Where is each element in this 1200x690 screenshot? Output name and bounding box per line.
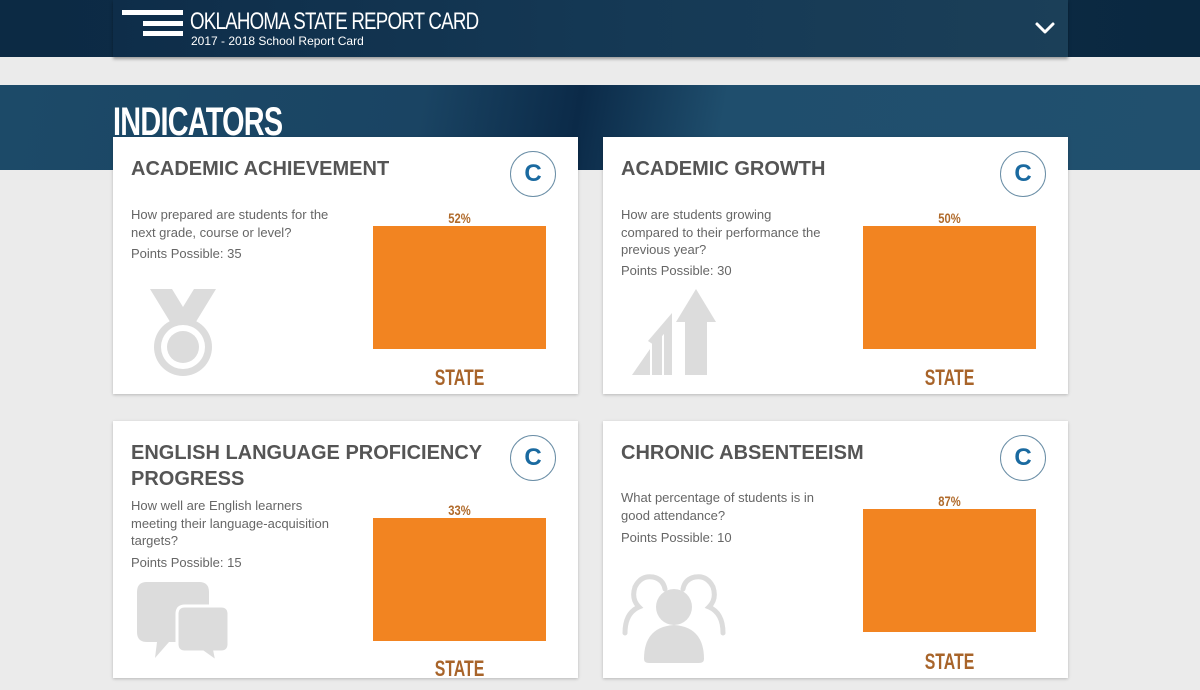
- site-header: OKLAHOMA STATE REPORT CARD 2017 - 2018 S…: [113, 0, 1068, 57]
- stacked-bars-logo-icon[interactable]: [122, 10, 183, 37]
- state-bar: [373, 226, 546, 349]
- indicator-card-chronic-absenteeism: CHRONIC ABSENTEEISM C What percentage of…: [603, 421, 1068, 678]
- grade-badge: C: [1000, 151, 1046, 197]
- bar-label: STATE: [434, 656, 485, 679]
- card-description: How prepared are students for the next g…: [131, 207, 329, 240]
- bar-value: 52%: [448, 210, 471, 226]
- growth-arrows-icon: [632, 289, 716, 382]
- points-possible: Points Possible: 15: [131, 555, 242, 570]
- site-subtitle: 2017 - 2018 School Report Card: [191, 34, 364, 48]
- indicator-card-academic-achievement: ACADEMIC ACHIEVEMENT C How prepared are …: [113, 137, 578, 394]
- grade-badge: C: [1000, 435, 1046, 481]
- grade-badge: C: [510, 435, 556, 481]
- chat-bubbles-icon: [137, 582, 231, 667]
- points-possible: Points Possible: 35: [131, 246, 242, 261]
- card-description: How well are English learners meeting th…: [131, 498, 330, 548]
- card-title: ACADEMIC ACHIEVEMENT: [131, 158, 390, 180]
- group-users-icon: [619, 573, 729, 668]
- grade-badge: C: [510, 151, 556, 197]
- state-bar: [863, 226, 1036, 349]
- bar-value: 50%: [938, 210, 961, 226]
- medal-icon: [150, 289, 216, 382]
- bar-label: STATE: [924, 365, 975, 390]
- points-possible: Points Possible: 10: [621, 530, 732, 545]
- bar-label: STATE: [434, 365, 485, 390]
- bar-value: 33%: [448, 502, 471, 518]
- card-title: ENGLISH LANGUAGE PROFICIENCY PROGRESS: [131, 442, 482, 490]
- indicator-card-english-language-proficiency: ENGLISH LANGUAGE PROFICIENCY PROGRESS C …: [113, 421, 578, 678]
- card-title: CHRONIC ABSENTEEISM: [621, 442, 864, 464]
- site-title: OKLAHOMA STATE REPORT CARD: [190, 8, 479, 35]
- card-description: How are students growing compared to the…: [621, 207, 821, 257]
- bar-value: 87%: [938, 493, 961, 509]
- section-title: INDICATORS: [113, 100, 283, 144]
- chevron-down-icon[interactable]: [1032, 15, 1058, 41]
- indicator-card-academic-growth: ACADEMIC GROWTH C How are students growi…: [603, 137, 1068, 394]
- state-bar: [373, 518, 546, 641]
- points-possible: Points Possible: 30: [621, 263, 732, 278]
- card-title: ACADEMIC GROWTH: [621, 158, 826, 180]
- card-description: What percentage of students is in good a…: [621, 490, 814, 523]
- state-bar: [863, 509, 1036, 632]
- bar-label: STATE: [924, 649, 975, 674]
